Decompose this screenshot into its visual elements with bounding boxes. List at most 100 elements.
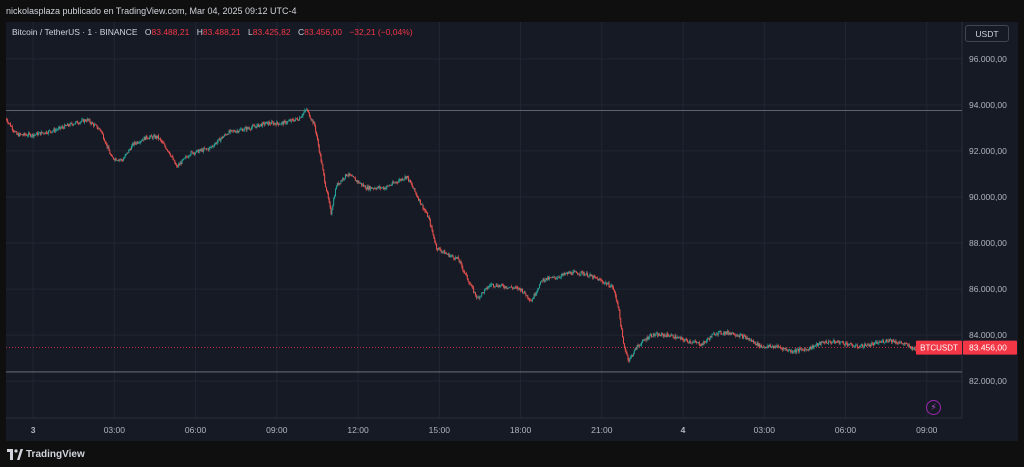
candle-body [597, 278, 599, 281]
candle-body [716, 333, 718, 335]
candle-body [904, 343, 906, 344]
candle-body [57, 127, 59, 130]
candle-body [435, 242, 437, 244]
candle-body [335, 186, 337, 190]
candle-body [580, 271, 582, 275]
candle-body [430, 225, 432, 227]
candle-body [478, 296, 480, 299]
candle-body [671, 334, 673, 336]
candle-body [737, 335, 739, 337]
candle-body [884, 341, 886, 343]
candle-body [864, 344, 866, 347]
candle-body [289, 120, 291, 122]
candle-body [816, 343, 818, 346]
candle-body [676, 338, 678, 339]
flash-icon[interactable]: ⚡ [926, 400, 941, 415]
candle-body [260, 124, 262, 126]
candle-body [865, 345, 867, 347]
candle-body [189, 154, 191, 156]
time-axis-label: 3 [31, 425, 36, 435]
candle-body [548, 277, 550, 280]
candle-body [667, 333, 669, 336]
candle-body [655, 333, 657, 336]
candle-body [445, 253, 447, 255]
candle-body [380, 186, 382, 189]
candle-body [158, 138, 160, 140]
candle-body [95, 124, 97, 126]
candle-body [750, 339, 752, 341]
candle-body [251, 127, 253, 130]
candle-body [328, 198, 330, 203]
candle-body [722, 334, 724, 335]
candle-body [657, 333, 659, 337]
currency-button[interactable]: USDT [965, 25, 1009, 42]
candle-body [544, 280, 546, 282]
candle-body [374, 188, 376, 189]
candle-body [555, 277, 557, 279]
candlestick-chart[interactable]: 82.000,00 84.000,00 86.000,00 88.000,00 90.0… [6, 22, 1018, 441]
candle-body [878, 341, 880, 344]
candle-body [245, 127, 247, 131]
candle-body [838, 340, 840, 344]
candle-body [168, 151, 170, 154]
candle-body [493, 286, 495, 288]
candle-body [77, 123, 79, 125]
candle-body [155, 136, 157, 139]
candle-body [818, 342, 820, 344]
footer-bar: TradingView [0, 441, 1024, 467]
candle-body [729, 333, 731, 335]
candle-body [757, 342, 759, 347]
candle-body [610, 285, 612, 288]
candle-body [9, 123, 11, 124]
candle-body [572, 271, 574, 275]
candle-body [842, 341, 844, 343]
candle-body [743, 335, 745, 339]
candle-body [491, 284, 493, 286]
candle-body [29, 133, 31, 137]
candle-body [754, 341, 756, 345]
candle-body [575, 271, 577, 273]
candle-body [558, 277, 560, 278]
candle-body [429, 219, 431, 226]
publisher-bar: nickolasplaza publicado en TradingView.c… [0, 0, 1024, 22]
candle-body [484, 288, 486, 290]
candle-body [84, 119, 86, 122]
symbol-title[interactable]: Bitcoin / TetherUS · 1 · BINANCE [12, 27, 138, 37]
candle-body [886, 339, 888, 342]
candle-body [439, 248, 441, 251]
candle-body [492, 283, 494, 285]
candle-body [258, 123, 260, 127]
candle-body [411, 184, 413, 187]
chart-pane[interactable]: 82.000,00 84.000,00 86.000,00 88.000,00 90.0… [6, 22, 1018, 441]
candle-body [447, 253, 449, 255]
candle-body [238, 131, 240, 133]
candle-body [578, 274, 580, 275]
candle-body [905, 343, 907, 344]
candle-body [525, 294, 527, 296]
candle-body [539, 281, 541, 285]
candle-body [767, 345, 769, 347]
candle-body [585, 274, 587, 276]
candle-body [324, 174, 326, 183]
candle-body [354, 178, 356, 181]
candle-body [452, 255, 454, 257]
candle-body [831, 342, 833, 344]
candle-body [906, 343, 908, 345]
candle-body [616, 299, 618, 303]
candle-body [850, 343, 852, 344]
candle-body [204, 148, 206, 150]
candle-body [848, 344, 850, 346]
candle-body [788, 350, 790, 352]
candle-body [666, 333, 668, 337]
candle-body [523, 291, 525, 293]
candle-body [109, 150, 111, 154]
candle-body [522, 292, 524, 294]
candle-body [59, 126, 61, 129]
candle-body [35, 134, 37, 135]
candle-body [587, 276, 589, 278]
candle-body [262, 122, 264, 124]
candle-body [790, 350, 792, 352]
candle-body [442, 251, 444, 253]
candle-body [913, 347, 915, 350]
candle-body [201, 149, 203, 151]
